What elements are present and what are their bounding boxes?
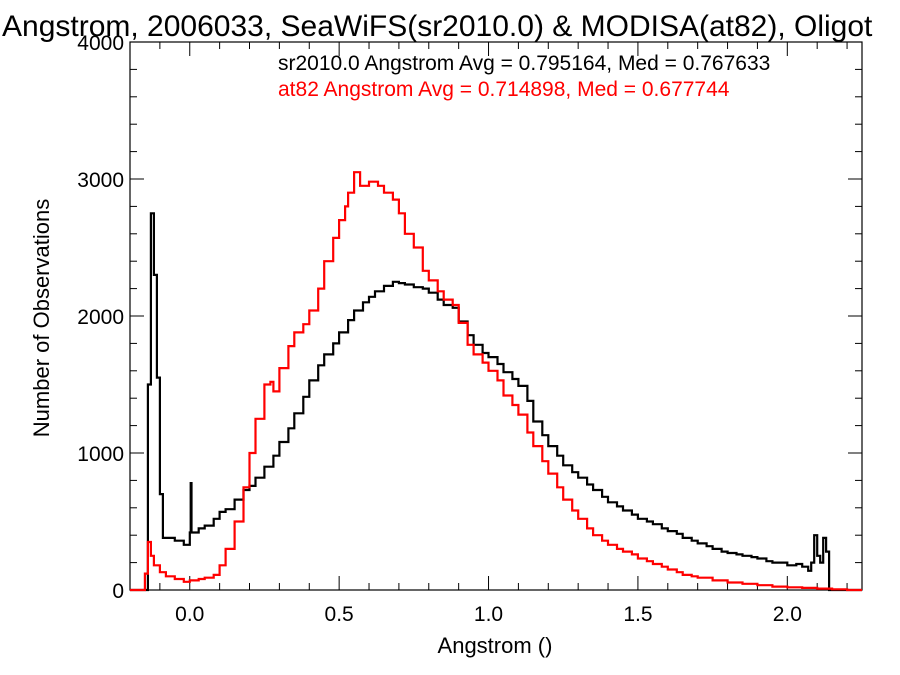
axis-tick-labels: 0.0 0.5 1.0 1.5 2.0 0 1000 2000 3000 4000 [77,32,802,626]
y-axis-label: Number of Observations [29,199,54,437]
x-axis-label: Angstrom () [438,633,553,658]
series-line-black [130,212,862,592]
series-layer [130,171,862,592]
axis-ticks [129,41,862,591]
y-tick-label: 1000 [77,443,124,466]
y-tick-label: 4000 [77,32,124,55]
plot-area-frame [129,41,863,591]
x-tick-label: 1.0 [474,603,503,626]
y-tick-label: 0 [112,580,124,603]
y-tick-label: 2000 [77,306,124,329]
x-tick-label: 2.0 [773,603,802,626]
y-tick-label: 3000 [77,169,124,192]
x-tick-label: 1.5 [623,603,652,626]
series-line-red [130,171,862,592]
chart-title: Angstrom, 2006033, SeaWiFS(sr2010.0) & M… [2,10,873,43]
annotation-red: at82 Angstrom Avg = 0.714898, Med = 0.67… [278,78,730,101]
annotation-black: sr2010.0 Angstrom Avg = 0.795164, Med = … [278,52,770,75]
x-tick-label: 0.5 [325,603,354,626]
x-tick-label: 0.0 [175,603,204,626]
